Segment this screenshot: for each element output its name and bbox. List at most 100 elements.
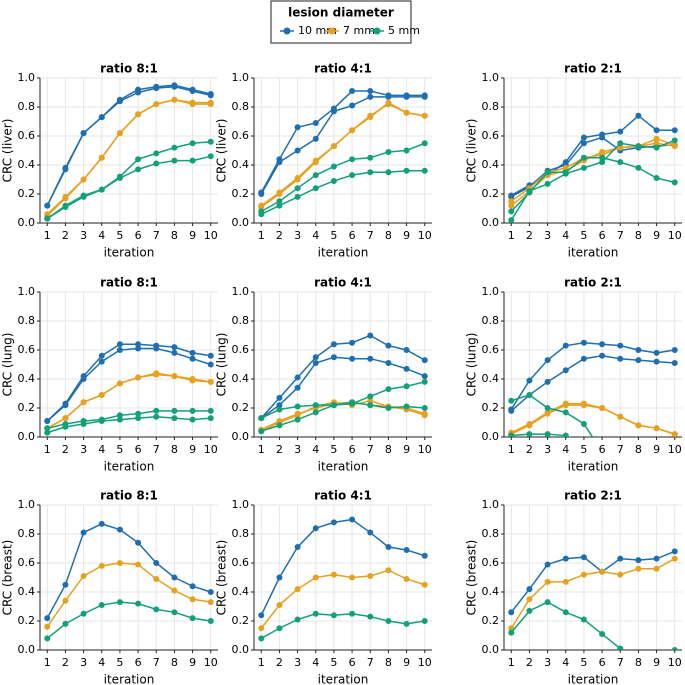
x-tick-label: 5 — [330, 656, 337, 669]
data-point — [312, 574, 319, 581]
data-point — [653, 140, 660, 147]
data-point — [44, 202, 51, 209]
data-point — [80, 376, 87, 382]
data-point — [544, 169, 551, 176]
x-tick-label: 3 — [544, 229, 551, 242]
data-point — [367, 169, 374, 176]
x-tick-label: 2 — [526, 443, 533, 456]
plot-area — [508, 339, 678, 437]
data-point — [312, 135, 319, 142]
data-point — [153, 560, 160, 566]
data-point — [312, 354, 319, 361]
legend-label: 10 mm — [298, 24, 337, 37]
y-tick-label: 0.8 — [232, 527, 250, 540]
data-point — [294, 410, 301, 417]
y-tick-label: 0.8 — [18, 527, 36, 540]
data-point — [617, 128, 624, 135]
data-point — [403, 546, 410, 553]
data-point — [153, 371, 160, 378]
data-point — [349, 610, 356, 617]
data-point — [544, 357, 551, 364]
series-line — [260, 170, 425, 215]
x-tick-label: 1 — [508, 229, 515, 242]
data-point — [580, 571, 587, 578]
series-line — [260, 612, 425, 640]
data-point — [135, 374, 142, 381]
series-line — [260, 399, 425, 432]
data-point — [330, 354, 337, 361]
data-point — [207, 101, 214, 108]
data-point — [544, 378, 551, 385]
data-point — [508, 208, 515, 215]
data-point — [44, 418, 51, 425]
legend-title: lesion diameter — [288, 6, 394, 20]
y-tick-label: 0.4 — [232, 158, 250, 171]
y-tick-label: 0.2 — [18, 614, 36, 627]
x-tick-label: 2 — [62, 656, 69, 669]
data-point — [207, 407, 214, 414]
data-point — [403, 93, 410, 100]
y-axis-label: CRC (lung) — [215, 333, 229, 397]
data-point — [44, 215, 51, 222]
data-point — [153, 345, 160, 352]
chart-title: ratio 4:1 — [314, 276, 372, 290]
data-point — [135, 600, 142, 607]
x-tick-label: 3 — [544, 656, 551, 669]
data-point — [44, 615, 51, 622]
x-tick-label: 5 — [580, 229, 587, 242]
x-tick-label: 5 — [580, 656, 587, 669]
data-point — [367, 114, 374, 121]
data-point — [276, 202, 283, 209]
data-point — [562, 342, 569, 349]
data-point — [294, 403, 301, 410]
data-point — [599, 154, 606, 161]
data-point — [312, 610, 319, 617]
data-point — [44, 635, 51, 642]
data-point — [98, 114, 105, 121]
chart-title: ratio 8:1 — [100, 276, 158, 290]
data-point — [116, 341, 123, 348]
x-axis-label: iteration — [568, 246, 619, 260]
data-point — [544, 180, 551, 187]
data-point — [385, 342, 392, 349]
x-tick-label: 6 — [349, 443, 356, 456]
legend-marker — [328, 27, 336, 35]
x-tick-label: 4 — [562, 229, 569, 242]
data-point — [80, 130, 87, 137]
x-tick-label: 6 — [349, 229, 356, 242]
y-tick-label: 0.0 — [482, 643, 500, 656]
series-line — [510, 557, 676, 629]
data-point — [276, 418, 283, 425]
data-point — [403, 167, 410, 174]
data-point — [653, 144, 660, 151]
x-tick-label: 3 — [294, 443, 301, 456]
data-point — [421, 112, 428, 119]
x-tick-label: 1 — [44, 656, 51, 669]
data-point — [98, 186, 105, 193]
data-point — [62, 415, 69, 422]
x-tick-label: 8 — [635, 443, 642, 456]
x-tick-label: 9 — [403, 229, 410, 242]
data-point — [207, 589, 214, 595]
data-point — [330, 341, 337, 348]
y-tick-label: 0.6 — [18, 129, 36, 142]
data-point — [508, 193, 515, 200]
data-point — [421, 373, 428, 380]
chart-title: ratio 2:1 — [564, 489, 622, 503]
x-tick-label: 1 — [44, 443, 51, 456]
data-point — [367, 402, 374, 409]
chart-title: ratio 4:1 — [314, 62, 372, 76]
data-point — [98, 418, 105, 425]
plot-area — [44, 341, 214, 436]
data-point — [153, 407, 160, 414]
data-point — [62, 195, 69, 202]
data-point — [80, 610, 87, 617]
y-tick-label: 0.4 — [232, 372, 250, 385]
panel: 0.0 0.2 0.4 0.6 0.8 1.0 1 2 3 4 5 6 7 8 9 10 ratio 2:1 it… — [465, 276, 682, 474]
data-point — [508, 609, 515, 616]
x-tick-label: 5 — [330, 443, 337, 456]
x-tick-label: 10 — [204, 656, 218, 669]
y-tick-label: 1.0 — [232, 71, 250, 84]
data-point — [421, 552, 428, 559]
x-tick-label: 6 — [349, 656, 356, 669]
